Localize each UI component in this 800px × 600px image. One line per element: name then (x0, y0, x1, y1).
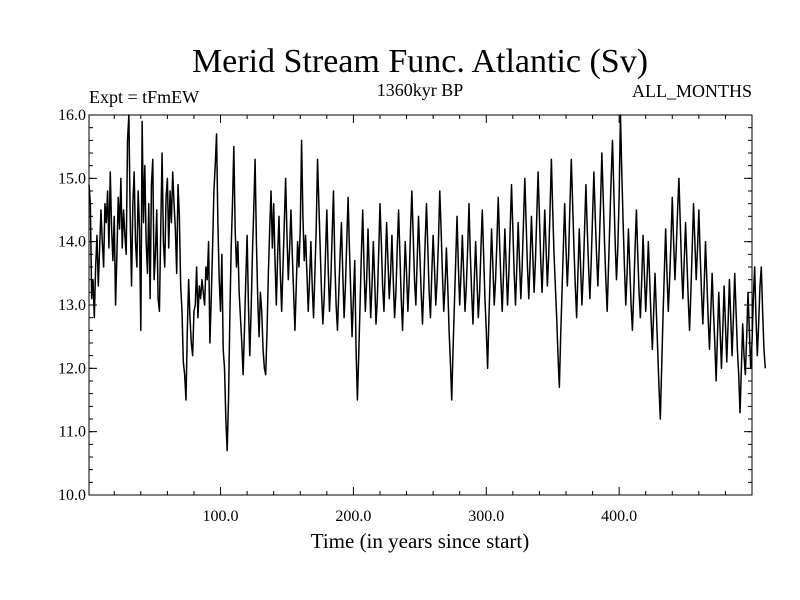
tick-labels: 10.0 11.0 12.0 13.0 14.0 15.0 16.0 100.0 200.0 30… (58, 107, 637, 525)
months-label: ALL_MONTHS (632, 81, 752, 101)
y-tick-label: 16.0 (58, 107, 86, 124)
y-tick-label: 15.0 (58, 170, 86, 187)
chart-title: Merid Stream Func. Atlantic (Sv) (192, 43, 648, 80)
x-tick-label: 100.0 (203, 508, 239, 525)
y-tick-label: 14.0 (58, 234, 86, 251)
y-tick-label: 11.0 (59, 424, 86, 441)
x-axis-label: Time (in years since start) (311, 529, 530, 553)
x-tick-label: 300.0 (468, 508, 504, 525)
plot-frame (88, 114, 753, 496)
x-tick-label: 400.0 (601, 508, 637, 525)
period-label: 1360kyr BP (377, 80, 464, 100)
experiment-label: Expt = tFmEW (89, 87, 199, 107)
series-line (88, 114, 767, 452)
y-tick-label: 13.0 (58, 297, 86, 314)
y-tick-label: 10.0 (58, 487, 86, 504)
x-tick-label: 200.0 (335, 508, 371, 525)
y-tick-label: 12.0 (58, 360, 86, 377)
